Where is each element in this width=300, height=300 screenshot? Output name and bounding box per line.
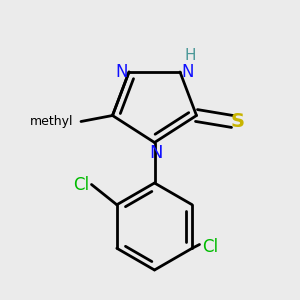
Text: H: H xyxy=(185,48,196,63)
Text: N: N xyxy=(115,63,128,81)
Text: Cl: Cl xyxy=(202,238,218,256)
Text: N: N xyxy=(181,63,194,81)
Text: methyl: methyl xyxy=(30,115,74,128)
Text: N: N xyxy=(149,144,163,162)
Text: S: S xyxy=(231,112,245,131)
Text: Cl: Cl xyxy=(73,176,89,194)
